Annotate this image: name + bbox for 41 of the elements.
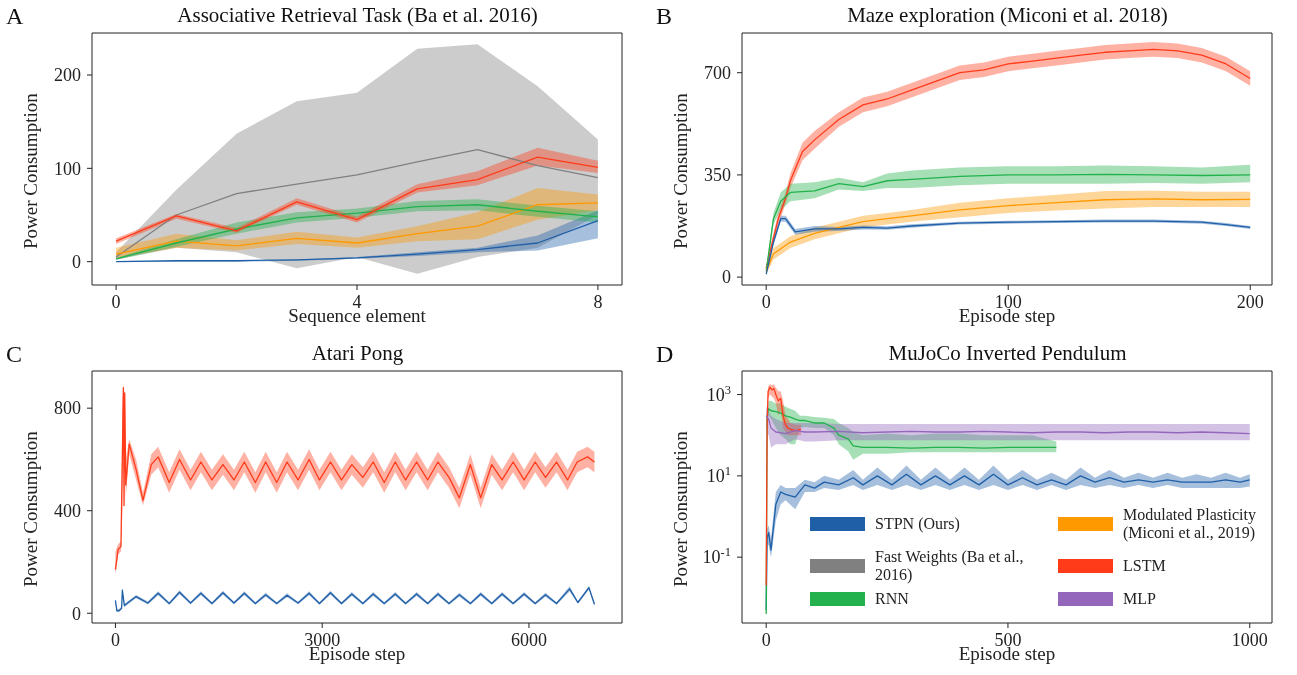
text: B	[656, 2, 673, 30]
legend-label: MLP	[1123, 590, 1156, 608]
y-tick-label: 0	[72, 251, 81, 272]
legend-label: LSTM	[1123, 557, 1166, 575]
chart-title: Maze exploration (Miconi et al. 2018)	[846, 2, 1169, 28]
x-tick-label: 0	[761, 630, 771, 650]
y-tick-label: 0	[72, 603, 81, 624]
x-tick-label: 8	[593, 292, 603, 312]
legend-label: STPN (Ours)	[875, 515, 960, 533]
line-series	[115, 219, 599, 263]
x-tick-label: 0	[761, 292, 771, 312]
text: A	[6, 2, 24, 30]
y-axis-title: Power Consumption	[19, 92, 41, 249]
y-tick-label: 0	[722, 267, 731, 288]
legend-label: Fast Weights (Ba et al., 2016)	[875, 548, 1025, 584]
y-tick-label: 800	[54, 398, 81, 419]
line-series	[765, 415, 1251, 435]
y-tick-label: 200	[54, 65, 81, 86]
x-tick-label: 0	[110, 630, 120, 650]
line-series	[765, 386, 802, 587]
x-tick-label: 1000	[1231, 630, 1268, 650]
x-tick-label: 0	[111, 292, 121, 312]
y-axis-title: Power Consumption	[19, 430, 41, 587]
text: D	[656, 340, 674, 368]
text: C	[6, 340, 23, 368]
chart-title: Associative Retrieval Task (Ba et al. 2016)	[176, 2, 539, 28]
y-tick-label: 10$^{1}$	[706, 464, 731, 487]
x-tick-label: 6000	[510, 630, 547, 650]
y-axis-title: Power Consumption	[669, 92, 691, 249]
y-tick-label: 100	[54, 158, 81, 179]
y-tick-label: 700	[704, 63, 731, 84]
y-tick-label: 400	[54, 501, 81, 522]
legend-label: Modulated Plasticity (Miconi et al., 2019)	[1123, 506, 1257, 542]
y-tick-label: 10$^{3}$	[706, 382, 731, 405]
chart-title: Atari Pong	[310, 340, 405, 366]
y-tick-label: 350	[704, 165, 731, 186]
x-tick-label: 200	[1236, 292, 1264, 312]
chart-title: MuJoCo Inverted Pendulum	[887, 340, 1128, 366]
y-tick-label: 10$^{-1}$	[702, 545, 731, 568]
y-axis-title: Power Consumption	[669, 430, 691, 587]
legend-label: RNN	[875, 590, 909, 608]
